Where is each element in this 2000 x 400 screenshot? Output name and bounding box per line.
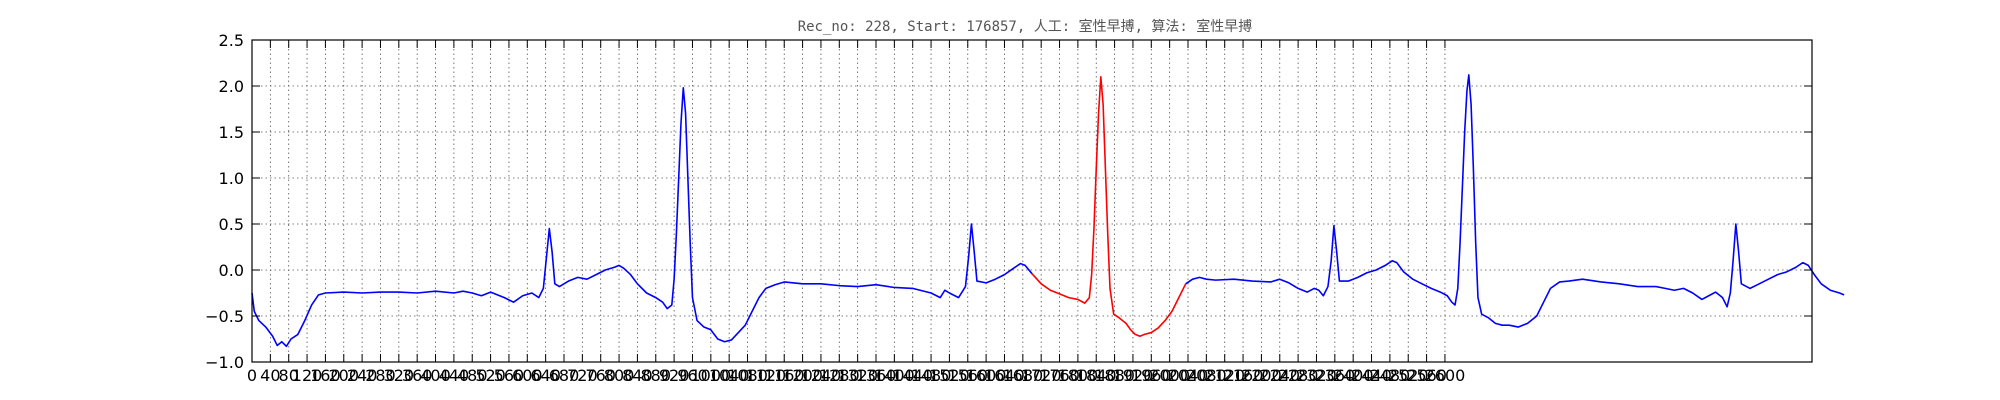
x-tick-label: 880: [640, 366, 671, 385]
x-tick-label: 280: [365, 366, 396, 385]
x-tick-label: 2400: [1333, 366, 1374, 385]
x-tick-label: 1040: [709, 366, 750, 385]
y-tick-label: 1.5: [219, 123, 244, 142]
x-tick-label: 480: [457, 366, 488, 385]
ecg-series-line: [1031, 76, 1187, 338]
y-tick-label: −1.0: [205, 353, 244, 372]
x-tick-label: 1320: [837, 366, 878, 385]
x-tick-label: 2520: [1388, 366, 1429, 385]
x-tick-label: 240: [347, 366, 378, 385]
ecg-signal: [251, 74, 1845, 348]
x-tick-label: 1000: [690, 366, 731, 385]
x-tick-label: 1960: [1131, 366, 1172, 385]
x-tick-label: 720: [567, 366, 598, 385]
x-tick-label: 1080: [727, 366, 768, 385]
x-tick-label: 1240: [801, 366, 842, 385]
x-tick-label: 1440: [892, 366, 933, 385]
x-tick-label: 1760: [1039, 366, 1080, 385]
x-tick-label: 2200: [1241, 366, 1282, 385]
x-tick-label: 160: [310, 366, 341, 385]
ecg-series-line: [1185, 74, 1845, 328]
x-tick-label: 1560: [947, 366, 988, 385]
x-tick-label: 520: [475, 366, 506, 385]
x-tick-label: 1160: [764, 366, 805, 385]
x-tick-label: 120: [292, 366, 323, 385]
x-tick-label: 2080: [1186, 366, 1227, 385]
x-tick-label: 1480: [911, 366, 952, 385]
y-axis-ticks: −1.0 −0.5 0.0 0.5 1.0 1.5 2.0 2.5: [205, 31, 1812, 372]
x-tick-label: 2440: [1351, 366, 1392, 385]
x-tick-label: 800: [604, 366, 635, 385]
ecg-series-line: [251, 87, 1033, 348]
x-tick-label: 200: [328, 366, 359, 385]
grid-lines: [251, 39, 1812, 363]
x-tick-label: 1680: [1002, 366, 1043, 385]
x-axis-ticks: 0 408012016020024028032036040044048052056…: [247, 40, 1465, 385]
x-tick-label: 1720: [1021, 366, 1062, 385]
x-tick-label: 360: [402, 366, 433, 385]
x-tick-label: 440: [439, 366, 470, 385]
x-tick-label: 1400: [874, 366, 915, 385]
x-tick-label: 1640: [984, 366, 1025, 385]
x-tick-label: 1520: [929, 366, 970, 385]
x-tick-label: 2160: [1223, 366, 1264, 385]
x-tick-label: 560: [494, 366, 525, 385]
x-tick-label: 320: [384, 366, 415, 385]
y-tick-label: 2.0: [219, 77, 244, 96]
x-tick-label: 920: [659, 366, 690, 385]
x-tick-label: 760: [585, 366, 616, 385]
y-tick-label: 2.5: [219, 31, 244, 50]
x-tick-label: 1360: [856, 366, 897, 385]
x-tick-label: 1280: [819, 366, 860, 385]
x-tick-label: 80: [279, 366, 299, 385]
x-tick-label: 2120: [1204, 366, 1245, 385]
x-tick-label: 1600: [966, 366, 1007, 385]
x-tick-label: 40: [260, 366, 280, 385]
x-tick-label: 1840: [1076, 366, 1117, 385]
x-tick-label: 1800: [1058, 366, 1099, 385]
x-tick-label: 2240: [1259, 366, 1300, 385]
x-tick-label: 1200: [782, 366, 823, 385]
x-tick-label: 2320: [1296, 366, 1337, 385]
x-tick-label: 0: [247, 366, 257, 385]
x-tick-label: 840: [622, 366, 653, 385]
x-tick-label: 2560: [1406, 366, 1447, 385]
x-tick-label: 640: [530, 366, 561, 385]
x-tick-label: 1120: [746, 366, 787, 385]
chart-title: Rec_no: 228, Start: 176857, 人工: 室性早搏, 算法…: [798, 18, 1253, 35]
x-tick-label: 2600: [1425, 366, 1466, 385]
x-tick-label: 1920: [1113, 366, 1154, 385]
y-tick-label: 1.0: [219, 169, 244, 188]
x-tick-label: 2280: [1278, 366, 1319, 385]
y-tick-label: −0.5: [205, 307, 244, 326]
x-tick-label: 960: [677, 366, 708, 385]
x-tick-label: 2480: [1370, 366, 1411, 385]
x-tick-label: 2040: [1168, 366, 1209, 385]
x-tick-label: 400: [420, 366, 451, 385]
x-tick-label: 2000: [1149, 366, 1190, 385]
x-tick-label: 600: [512, 366, 543, 385]
x-tick-label: 1880: [1094, 366, 1135, 385]
x-tick-label: 2360: [1314, 366, 1355, 385]
plot-frame: [251, 39, 1813, 363]
x-tick-label: 680: [549, 366, 580, 385]
y-tick-label: 0.5: [219, 215, 244, 234]
y-tick-label: 0.0: [219, 261, 244, 280]
